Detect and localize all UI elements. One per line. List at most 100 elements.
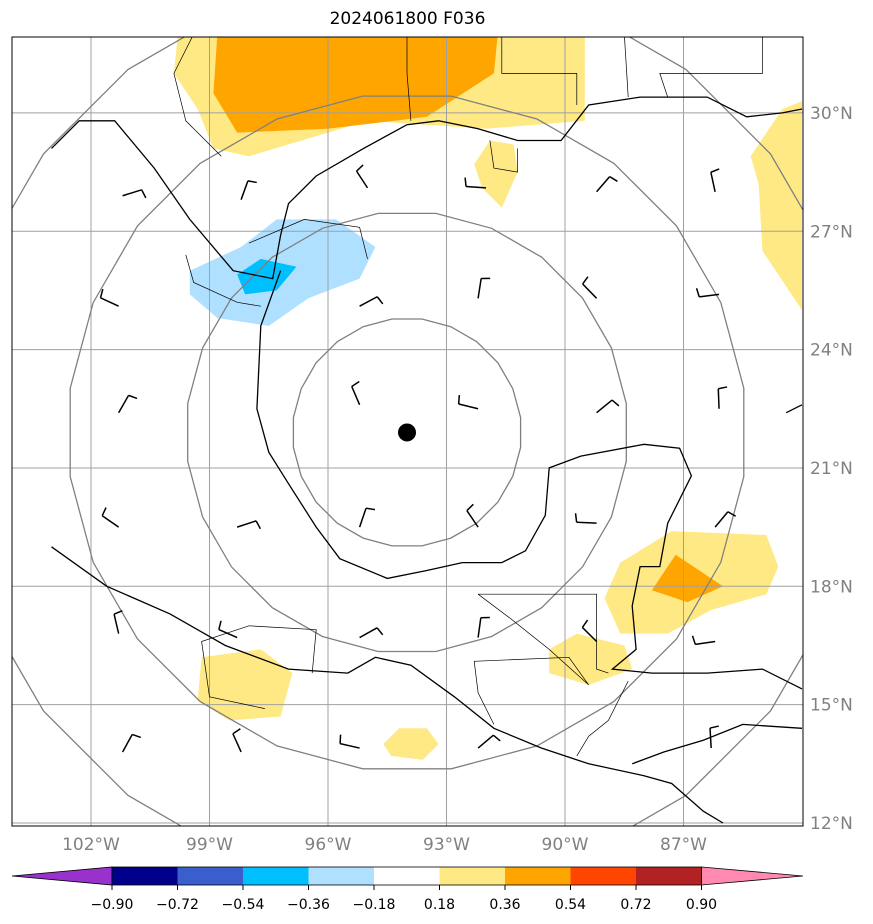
wind-barb-flag [695, 288, 700, 298]
wind-barb-shaft [477, 278, 482, 299]
wind-barb-shaft [101, 515, 120, 528]
wind-barb-shaft [582, 283, 598, 299]
axis-labels: 102°W 99°W 96°W 93°W 90°W 87°W 12°N 15°N 18°N 21°… [62, 104, 853, 855]
wind-barb-flag [356, 164, 364, 172]
wind-barb [581, 619, 598, 643]
wind-barb-flag [718, 386, 728, 390]
wind-barb-shaft [113, 613, 120, 634]
wind-barb-shaft [359, 296, 378, 307]
colorbar-tick-label: −0.54 [222, 897, 265, 913]
wind-barb [691, 635, 716, 646]
colorbar-cell [570, 867, 636, 885]
wind-barb-shaft [596, 399, 613, 414]
wind-barb-flag [709, 725, 719, 729]
wind-barb-shaft [359, 627, 378, 639]
wind-barb [596, 176, 618, 193]
wind-barb [477, 734, 501, 749]
wind-barb [113, 609, 123, 634]
wind-barb-flag [466, 503, 474, 512]
political-border [173, 37, 222, 157]
wind-barb [596, 399, 620, 414]
wind-barb-shaft [466, 510, 479, 528]
wind-barb-flag [128, 394, 138, 400]
wind-barb-shaft [121, 734, 133, 753]
colorbar-tick-label: 0.36 [489, 897, 520, 913]
lon-tick-label: 96°W [305, 835, 352, 855]
wind-barb-flag [492, 734, 501, 742]
colorbar-cell [177, 867, 243, 885]
wind-barb-flag [131, 733, 141, 739]
colorbar-cell [243, 867, 309, 885]
lon-tick-label: 99°W [186, 835, 233, 855]
colorbar-cell [439, 867, 505, 885]
wind-barb [477, 277, 491, 299]
shaded-region [237, 258, 297, 295]
lon-tick-label: 90°W [542, 835, 589, 855]
political-border [501, 37, 578, 105]
coastline [51, 546, 724, 824]
wind-barb [709, 725, 719, 749]
political-border [478, 593, 609, 674]
wind-barb-shaft [240, 180, 249, 200]
wind-barb-flag [365, 507, 376, 511]
lon-tick-label: 87°W [660, 835, 707, 855]
colorbar-extend-low [11, 866, 113, 886]
shaded-region [383, 728, 439, 760]
wind-barb-shaft [355, 170, 369, 189]
wind-barb [359, 627, 384, 639]
wind-barb-shaft [236, 520, 257, 528]
wind-barb [117, 394, 138, 414]
wind-barb-shaft [576, 521, 597, 524]
shaded-region [197, 649, 293, 721]
wind-barb [710, 168, 720, 192]
range-ring [187, 212, 627, 653]
colorbar-tick-label: −0.72 [156, 897, 199, 913]
wind-barb-flag [611, 399, 620, 407]
wind-barb-shaft [717, 388, 720, 409]
political-border [473, 593, 589, 725]
political-border [576, 680, 629, 757]
coastline [256, 270, 803, 690]
colorbar-cell [308, 867, 374, 885]
lat-tick-label: 15°N [810, 696, 853, 716]
wind-barb-shaft [714, 511, 729, 528]
coastline [785, 404, 803, 414]
colorbar-cell [636, 867, 702, 885]
wind-barb [714, 511, 737, 528]
wind-barb-flag [691, 635, 697, 645]
wind-barb-flag [101, 507, 107, 517]
colorbar-outline [111, 866, 702, 886]
wind-barb-flag [376, 296, 384, 305]
wind-barb-flag [351, 380, 360, 388]
wind-barb-shaft [100, 297, 119, 307]
wind-barb-flag [376, 627, 384, 636]
wind-barb-flag [727, 511, 737, 517]
colorbar-cell [374, 867, 440, 885]
lat-tick-label: 12°N [810, 814, 853, 834]
wind-barb [464, 177, 487, 189]
wind-barb [717, 386, 728, 409]
shaded-region [213, 37, 498, 133]
wind-barb-shaft [339, 742, 360, 749]
colorbar-tick-label: −0.36 [287, 897, 330, 913]
wind-barb [232, 728, 242, 753]
lat-tick-label: 30°N [810, 104, 853, 124]
wind-barb-flag [581, 619, 589, 628]
wind-barb [351, 380, 361, 406]
wind-barb [240, 180, 257, 200]
colorbar-tick-label: 0.90 [686, 897, 717, 913]
wind-barb [339, 734, 360, 749]
political-border [489, 140, 518, 173]
wind-barb-flag [710, 168, 720, 173]
political-border [659, 37, 763, 98]
wind-barb-shaft [358, 507, 367, 528]
wind-barb [477, 616, 490, 638]
wind-barb-shaft [596, 176, 611, 193]
wind-barb-flag [255, 520, 262, 530]
lon-tick-label: 93°W [423, 835, 470, 855]
wind-barb-shaft [122, 189, 142, 197]
wind-barb-shaft [699, 293, 720, 298]
wind-barb [101, 507, 120, 528]
wind-barb-shaft [581, 626, 598, 643]
